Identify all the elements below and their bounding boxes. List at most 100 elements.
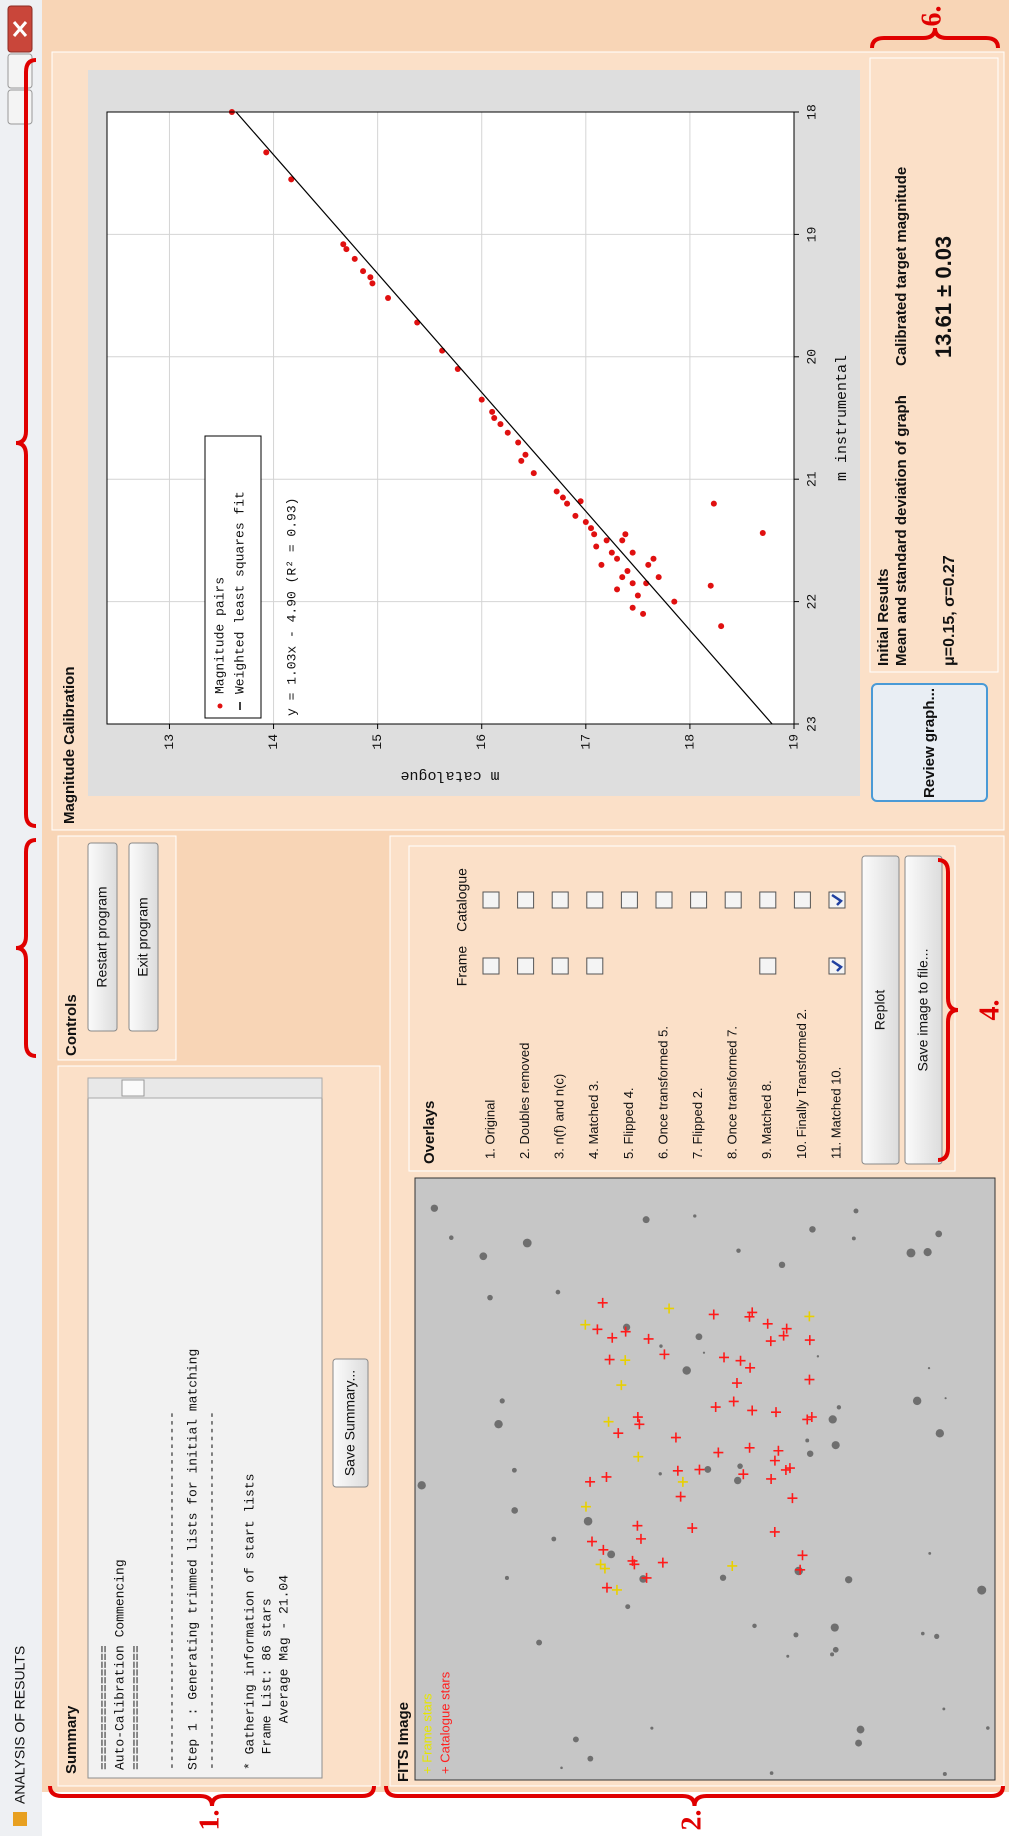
- star-marker: [773, 1445, 784, 1456]
- point: [343, 246, 350, 253]
- summary-line: ================: [128, 1645, 143, 1770]
- point: [263, 149, 270, 156]
- star-marker: [745, 1362, 756, 1373]
- save-summary-button[interactable]: [332, 1358, 369, 1488]
- replot-button[interactable]: [861, 855, 900, 1165]
- star: [572, 1736, 579, 1743]
- star-marker: [620, 1326, 631, 1337]
- star: [906, 1248, 916, 1258]
- star-marker: [731, 1378, 742, 1389]
- star: [928, 1551, 932, 1555]
- checkbox[interactable]: [517, 891, 535, 909]
- checkbox[interactable]: [551, 891, 569, 909]
- star: [793, 1632, 799, 1638]
- star-marker: [597, 1297, 608, 1308]
- star: [935, 1230, 943, 1238]
- point: [591, 531, 598, 538]
- summary-line: Auto-Calibration Commencing: [112, 1559, 127, 1770]
- point: [385, 295, 392, 302]
- star-marker: [713, 1447, 724, 1458]
- exit-button[interactable]: [128, 842, 159, 1032]
- summary-line: Frame List: 86 stars: [259, 1598, 274, 1770]
- star: [504, 1575, 510, 1581]
- star: [752, 1623, 757, 1629]
- point: [619, 537, 626, 544]
- point: [671, 598, 678, 605]
- scroll-thumb[interactable]: [121, 1079, 145, 1097]
- star-marker: [580, 1319, 591, 1330]
- summary-line: * Gathering information of start lists: [242, 1474, 257, 1770]
- point: [710, 500, 717, 507]
- star-marker: [804, 1311, 815, 1322]
- title-bar: [0, 0, 42, 1836]
- star-marker: [762, 1318, 773, 1329]
- point: [439, 347, 446, 354]
- star-marker: [804, 1374, 815, 1385]
- checkbox[interactable]: [793, 891, 811, 909]
- legend-label: Weighted least squares fit: [232, 491, 247, 694]
- star: [855, 1739, 863, 1747]
- star: [479, 1252, 488, 1261]
- restart-button[interactable]: [87, 842, 118, 1032]
- results-panel: [869, 57, 999, 673]
- star: [639, 1575, 647, 1583]
- star-marker: [784, 1463, 795, 1474]
- checkbox[interactable]: [517, 957, 535, 975]
- point: [640, 610, 647, 617]
- x-tick-label: 18: [804, 104, 819, 120]
- maximize-button[interactable]: [7, 53, 33, 89]
- checkbox[interactable]: [690, 891, 708, 909]
- review-graph-button[interactable]: [871, 683, 988, 802]
- star: [769, 1771, 774, 1775]
- star: [417, 1481, 426, 1490]
- star: [659, 1344, 663, 1348]
- checkbox[interactable]: [551, 957, 569, 975]
- star-marker: [766, 1473, 777, 1484]
- point: [650, 555, 657, 562]
- close-icon: [12, 21, 28, 37]
- checkbox[interactable]: [482, 957, 500, 975]
- star: [986, 1726, 990, 1730]
- star: [650, 1726, 654, 1730]
- star: [836, 1405, 842, 1410]
- star: [487, 1294, 493, 1301]
- point: [553, 488, 560, 495]
- minimize-button[interactable]: [7, 89, 33, 125]
- star-marker: [675, 1491, 686, 1502]
- scrollbar[interactable]: [87, 1077, 323, 1099]
- checkbox[interactable]: [482, 891, 500, 909]
- checkbox[interactable]: [759, 891, 777, 909]
- checkbox[interactable]: [655, 891, 673, 909]
- checkbox[interactable]: [620, 891, 638, 909]
- point: [360, 268, 367, 275]
- star: [522, 1238, 532, 1248]
- star: [805, 1438, 810, 1443]
- star: [704, 1466, 712, 1473]
- checkbox[interactable]: [828, 957, 846, 975]
- star-marker: [585, 1476, 596, 1487]
- x-tick-label: 21: [804, 471, 819, 487]
- checkmark: [831, 959, 843, 972]
- star-marker: [787, 1493, 798, 1504]
- point: [478, 396, 485, 403]
- checkbox-box: [482, 891, 500, 909]
- results-title: Initial Results: [875, 568, 892, 666]
- star-marker: [806, 1411, 817, 1422]
- annotation-braces: [15, 27, 1005, 1807]
- checkbox[interactable]: [724, 891, 742, 909]
- legend-marker: [217, 703, 223, 709]
- star: [828, 1415, 837, 1424]
- save-image-button[interactable]: [904, 855, 943, 1165]
- checkbox[interactable]: [828, 891, 846, 909]
- x-tick-label: 22: [804, 594, 819, 610]
- checkbox[interactable]: [759, 957, 777, 975]
- star-marker: [719, 1352, 730, 1363]
- star: [809, 1226, 816, 1233]
- point: [645, 561, 652, 568]
- checkbox[interactable]: [586, 891, 604, 909]
- point: [288, 176, 295, 183]
- checkbox-box: [620, 891, 638, 909]
- column-header: Catalogue: [454, 868, 470, 932]
- checkbox[interactable]: [586, 957, 604, 975]
- overlay-label: 4. Matched 3.: [586, 1080, 601, 1159]
